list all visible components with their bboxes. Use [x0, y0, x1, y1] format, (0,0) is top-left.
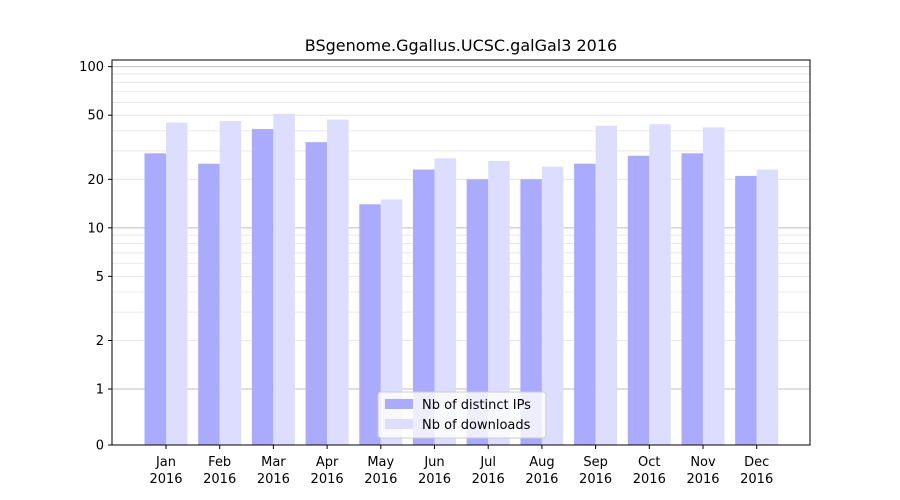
x-tick-label-year: 2016 — [311, 472, 344, 487]
x-tick-label-month: Oct — [638, 455, 660, 470]
axes-layer: Jan2016Feb2016Mar2016Apr2016May2016Jun20… — [79, 59, 811, 487]
y-tick-label: 0 — [96, 439, 104, 454]
bar-downloads — [327, 119, 349, 445]
bar-downloads — [380, 199, 403, 445]
x-tick-label-month: Jan — [155, 455, 176, 470]
bar-downloads — [703, 127, 725, 445]
x-tick-label-year: 2016 — [149, 472, 182, 487]
x-tick-label-year: 2016 — [364, 472, 397, 487]
x-tick-label-year: 2016 — [472, 472, 505, 487]
x-tick-label-year: 2016 — [633, 472, 666, 487]
x-tick-label-month: Sep — [583, 455, 608, 470]
bar-downloads — [541, 166, 564, 445]
y-tick-label: 50 — [87, 109, 104, 124]
x-tick-label-year: 2016 — [257, 472, 290, 487]
bar-distinct-ips — [681, 153, 703, 445]
y-tick-label: 20 — [87, 173, 104, 188]
bar-downloads — [488, 160, 510, 445]
legend-label: Nb of downloads — [422, 418, 531, 433]
bar-downloads — [219, 121, 242, 445]
x-tick-label-year: 2016 — [418, 472, 451, 487]
x-tick-label-year: 2016 — [686, 472, 719, 487]
legend-swatch — [385, 399, 413, 409]
legend-label: Nb of distinct IPs — [422, 398, 531, 413]
x-tick-label-month: Apr — [316, 455, 339, 470]
legend-swatch — [385, 419, 413, 429]
x-tick-label-year: 2016 — [740, 472, 773, 487]
x-tick-label-month: Dec — [744, 455, 769, 470]
bar-downloads — [756, 169, 779, 445]
y-tick-label: 10 — [87, 221, 104, 236]
legend: Nb of distinct IPs Nb of downloads — [377, 391, 547, 439]
plot-frame — [111, 59, 811, 446]
x-tick-label-year: 2016 — [203, 472, 236, 487]
y-tick-label: 1 — [96, 383, 104, 398]
bar-distinct-ips — [574, 163, 596, 445]
y-tick-label: 5 — [96, 270, 104, 285]
bar-downloads — [166, 122, 188, 446]
bars-layer — [144, 113, 779, 446]
x-tick-label-month: May — [367, 455, 394, 470]
x-tick-label-month: Jul — [479, 455, 496, 470]
bar-distinct-ips — [735, 175, 757, 445]
x-tick-label-year: 2016 — [525, 472, 558, 487]
bar-distinct-ips — [305, 142, 328, 445]
bar-downloads — [273, 113, 295, 446]
x-tick-label-month: Mar — [261, 455, 286, 470]
x-tick-label-month: Jun — [423, 455, 444, 470]
bar-downloads — [649, 124, 671, 446]
x-tick-label-month: Feb — [208, 455, 231, 470]
bar-distinct-ips — [413, 169, 435, 445]
x-tick-label-month: Nov — [690, 455, 716, 470]
legend-box — [377, 391, 547, 439]
bar-downloads — [595, 125, 618, 446]
y-tick-label: 100 — [79, 60, 104, 75]
bar-distinct-ips — [359, 204, 381, 445]
bar-downloads — [434, 158, 456, 445]
x-tick-label-year: 2016 — [579, 472, 612, 487]
bar-distinct-ips — [520, 179, 542, 445]
chart-title: BSgenome.Ggallus.UCSC.galGal3 2016 — [305, 36, 617, 55]
x-tick-label-month: Aug — [529, 455, 554, 470]
bar-distinct-ips — [251, 129, 274, 445]
y-tick-label: 2 — [96, 334, 104, 349]
bar-distinct-ips — [144, 153, 166, 445]
bar-distinct-ips — [627, 155, 650, 445]
bar-distinct-ips — [466, 179, 489, 445]
bar-distinct-ips — [198, 163, 220, 445]
